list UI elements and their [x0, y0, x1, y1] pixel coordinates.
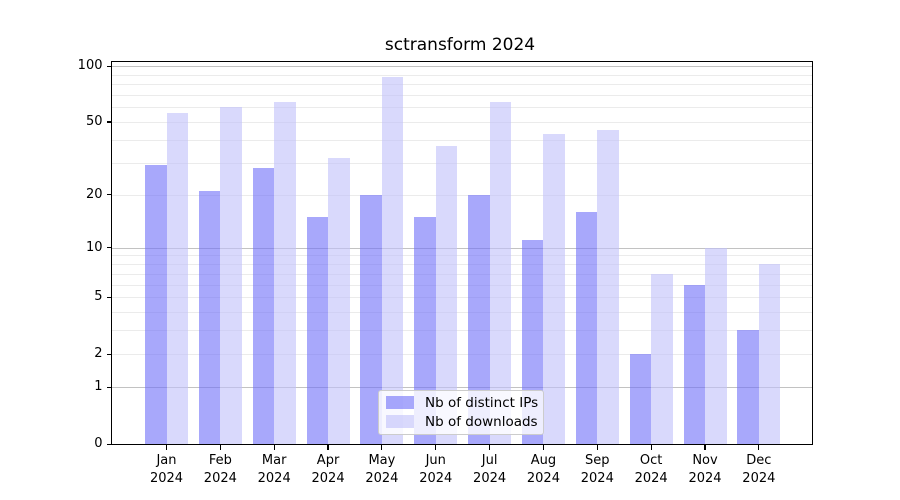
- x-tick-label-aug: Aug 2024: [526, 453, 560, 486]
- gridline-minor-70: [112, 94, 812, 96]
- x-tick-label-sep: Sep 2024: [580, 453, 614, 486]
- bar-may-distinct-ips: [360, 194, 382, 444]
- legend-item-distinct-ips: Nb of distinct IPs: [379, 395, 543, 411]
- bar-sep-downloads: [597, 130, 619, 444]
- x-tick-dec: [758, 445, 760, 450]
- x-tick-label-oct: Oct 2024: [634, 453, 668, 486]
- bar-sep-distinct-ips: [575, 211, 598, 444]
- y-tick-label-100: 100: [77, 58, 103, 73]
- bar-mar-distinct-ips: [252, 168, 275, 444]
- bar-nov-downloads: [705, 247, 727, 444]
- gridline-minor-50: [112, 121, 812, 123]
- y-tick-1: [106, 386, 112, 388]
- x-tick-label-nov: Nov 2024: [688, 453, 722, 486]
- y-tick-0: [106, 443, 112, 445]
- bar-oct-distinct-ips: [629, 354, 652, 444]
- x-tick-oct: [650, 445, 652, 450]
- x-tick-label-apr: Apr 2024: [311, 453, 345, 486]
- y-tick-20: [106, 194, 112, 196]
- x-tick-label-mar: Mar 2024: [257, 453, 291, 486]
- bar-jul-distinct-ips: [468, 194, 490, 444]
- gridline-minor-20: [112, 194, 812, 196]
- legend-swatch-distinct-ips: [386, 396, 414, 410]
- y-tick-10: [106, 247, 112, 249]
- bar-nov-distinct-ips: [683, 284, 705, 444]
- y-tick-5: [106, 296, 112, 298]
- bar-jan-downloads: [166, 112, 188, 444]
- bar-feb-distinct-ips: [198, 190, 221, 444]
- y-tick-label-5: 5: [94, 289, 103, 305]
- legend-label-downloads: Nb of downloads: [425, 413, 538, 430]
- x-tick-sep: [596, 445, 598, 450]
- x-tick-jan: [165, 445, 168, 450]
- x-tick-may: [381, 445, 383, 450]
- x-tick-label-may: May 2024: [365, 453, 399, 486]
- gridline-minor-8: [112, 264, 812, 266]
- gridline-minor-60: [112, 107, 812, 109]
- gridline-major-1: [112, 387, 812, 389]
- gridline-minor-5: [112, 297, 812, 299]
- bar-mar-downloads: [274, 102, 296, 444]
- bar-jun-distinct-ips: [414, 216, 436, 444]
- x-tick-label-jul: Jul 2024: [473, 453, 507, 486]
- bar-oct-downloads: [651, 273, 673, 444]
- bar-may-downloads: [381, 77, 404, 444]
- y-tick-2: [106, 353, 112, 355]
- x-tick-label-feb: Feb 2024: [203, 453, 237, 486]
- legend-label-distinct-ips: Nb of distinct IPs: [425, 394, 539, 411]
- y-tick-100: [106, 65, 112, 67]
- bar-jul-downloads: [489, 102, 512, 444]
- y-tick-label-0: 0: [94, 436, 103, 451]
- bar-jun-downloads: [435, 146, 458, 444]
- bar-feb-downloads: [220, 107, 242, 444]
- x-tick-label-dec: Dec 2024: [742, 453, 776, 486]
- gridline-minor-7: [112, 273, 812, 275]
- gridline-minor-2: [112, 354, 812, 356]
- y-tick-label-10: 10: [85, 239, 103, 255]
- bar-dec-downloads: [758, 264, 781, 444]
- x-tick-nov: [704, 445, 706, 450]
- x-tick-aug: [542, 445, 545, 450]
- y-tick-50: [106, 121, 112, 123]
- legend-swatch-downloads: [386, 415, 414, 429]
- x-tick-jul: [489, 445, 491, 450]
- plot-area: [112, 62, 812, 444]
- x-tick-label-jan: Jan 2024: [149, 453, 184, 486]
- legend-item-downloads: Nb of downloads: [379, 414, 543, 430]
- x-tick-jun: [435, 445, 437, 450]
- x-tick-label-jun: Jun 2024: [419, 453, 453, 486]
- gridline-minor-40: [112, 139, 812, 141]
- gridline-minor-3: [112, 330, 812, 332]
- y-tick-label-1: 1: [94, 379, 103, 395]
- gridline-major-100: [112, 66, 812, 67]
- gridline-minor-90: [112, 74, 812, 76]
- gridline-minor-30: [112, 162, 812, 164]
- chart-title: sctransform 2024: [384, 35, 536, 55]
- y-tick-label-50: 50: [85, 113, 103, 129]
- x-tick-apr: [327, 445, 329, 450]
- gridline-minor-80: [112, 84, 812, 86]
- bar-jan-distinct-ips: [145, 165, 167, 444]
- legend: Nb of distinct IPs Nb of downloads: [378, 390, 544, 435]
- bar-apr-distinct-ips: [306, 216, 329, 444]
- y-tick-label-2: 2: [94, 346, 103, 362]
- x-tick-mar: [273, 445, 275, 450]
- bar-apr-downloads: [328, 157, 350, 444]
- gridline-minor-9: [112, 255, 812, 257]
- y-tick-label-20: 20: [85, 186, 103, 202]
- gridline-minor-6: [112, 284, 812, 286]
- gridline-minor-4: [112, 312, 812, 314]
- gridline-major-10: [112, 247, 812, 249]
- x-tick-feb: [219, 445, 221, 450]
- bar-dec-distinct-ips: [737, 330, 759, 444]
- bar-aug-downloads: [543, 134, 565, 444]
